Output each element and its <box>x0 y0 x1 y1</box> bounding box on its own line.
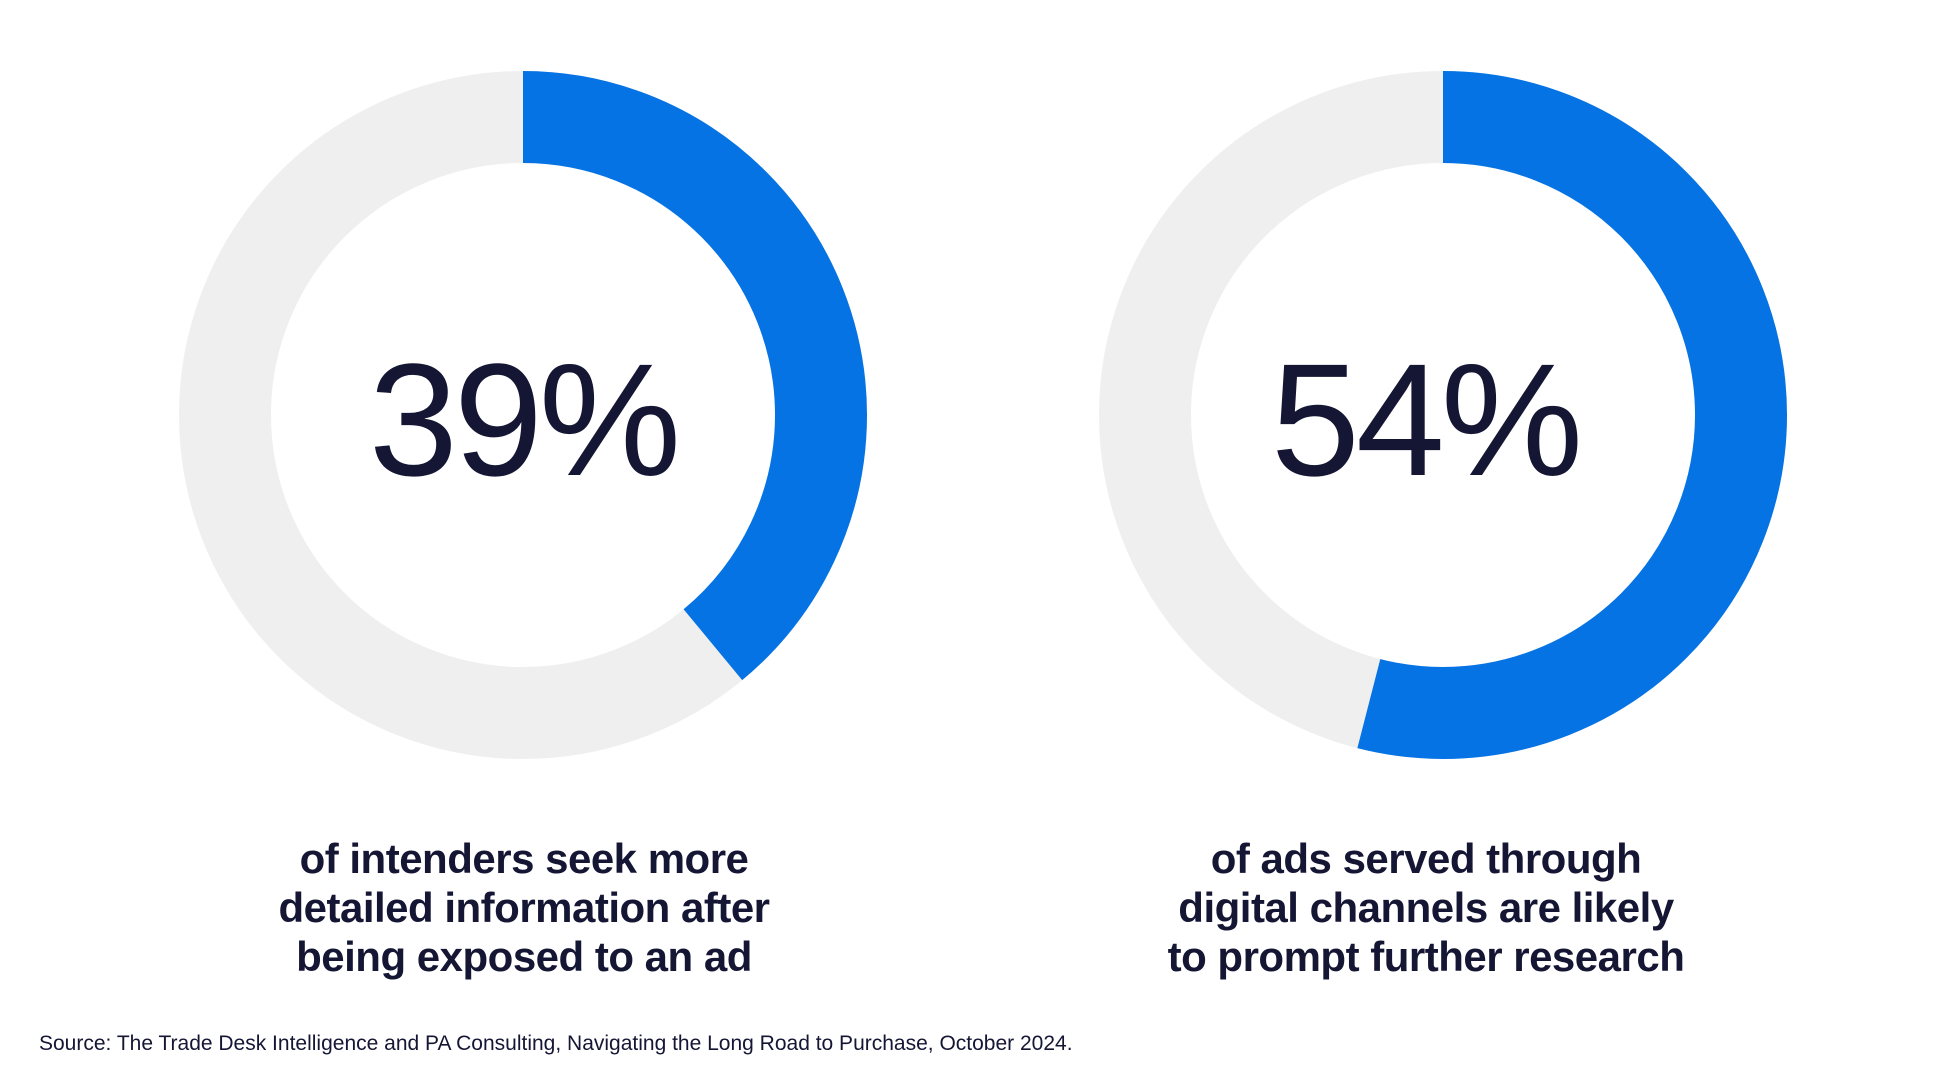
caption-line: being exposed to an ad <box>296 933 752 980</box>
caption-line: detailed information after <box>278 884 770 931</box>
caption-line: of ads served through <box>1210 835 1642 882</box>
caption-line: of intenders seek more <box>299 835 749 882</box>
source-note: Source: The Trade Desk Intelligence and … <box>39 1032 1073 1055</box>
caption: of intenders seek more detailed informat… <box>174 834 874 981</box>
caption-line: to prompt further research <box>1167 933 1685 980</box>
donut-panel-intenders: 39% of intenders seek more detailed info… <box>0 0 980 1000</box>
caption-line: digital channels are likely <box>1178 884 1674 931</box>
caption: of ads served through digital channels a… <box>1076 834 1776 981</box>
donut-panel-ads: 54% of ads served through digital channe… <box>980 0 1960 1000</box>
percentage-value: 54% <box>1270 330 1583 509</box>
percentage-value: 39% <box>368 330 681 509</box>
donut-slice-highlight <box>1099 71 1787 759</box>
donut-slice-highlight <box>179 71 867 759</box>
donut-chart-intenders <box>179 71 867 759</box>
donut-chart-ads <box>1099 71 1787 759</box>
